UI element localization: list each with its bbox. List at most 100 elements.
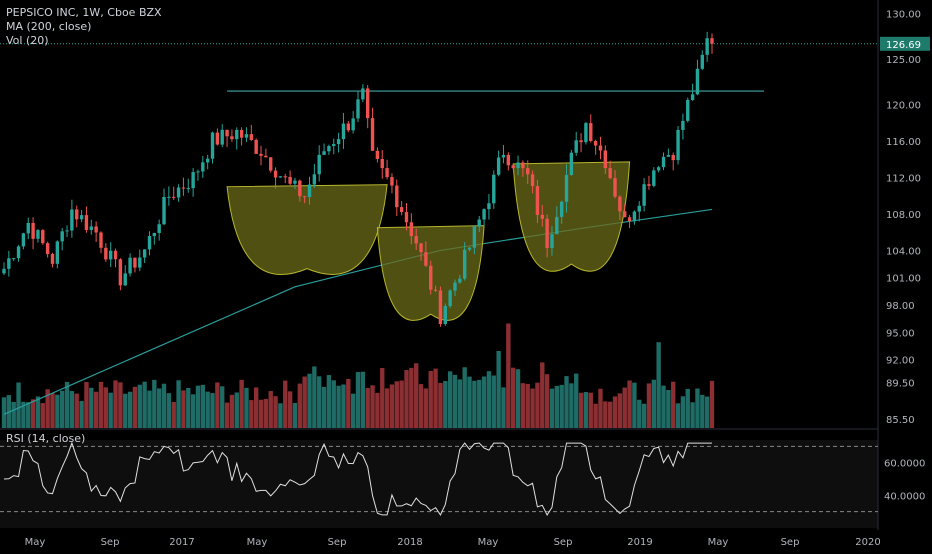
candle-body [196,171,200,173]
volume-bar [215,382,220,428]
rsi-axis: 60.0000 40.0000 [884,459,925,503]
volume-bar [258,399,264,428]
candle-body [215,132,220,145]
candle-body [390,177,394,186]
volume-bar [617,393,623,428]
time-tick-label: 2017 [169,537,194,548]
candle-body [186,188,190,190]
candle-body [482,209,486,220]
volume-bar [472,380,477,428]
volume-bar [317,376,322,428]
candle-body [506,154,511,166]
symbol-legend: PEPSICO INC, 1W, Cboe BZX MA (200, close… [6,6,162,48]
candle-body [695,68,700,95]
candles [2,31,714,327]
volume-bar [321,386,327,428]
candle-body [16,246,21,259]
candle-body [288,176,292,184]
candle-body [332,144,336,147]
volume-bar [438,382,443,428]
candle-body [230,136,234,140]
volume-bar [598,388,603,428]
volume-bar [709,380,715,428]
candle-body [618,196,622,212]
volume-bar [428,371,433,428]
volume-bar [273,396,278,428]
volume-bar [307,373,312,428]
candle-body [244,134,249,138]
candle-body [453,282,457,291]
last-price-badge [880,36,930,51]
candle-body [496,157,501,175]
volume-bar [627,380,632,428]
candle-body [138,257,142,268]
volume-bar [108,392,113,428]
volume-bar [496,351,501,428]
candle-body [647,184,651,186]
candle-body [278,176,283,178]
candle-body [152,232,157,237]
volume-bar [452,374,458,428]
volume-bar [64,381,70,428]
volume-bar [399,380,404,428]
volume-bar [486,371,492,428]
volume-bar [278,403,283,428]
volume-bar [404,370,409,428]
volume-bar [60,390,65,428]
volume-bar [559,384,564,428]
rsi-tick-label: 40.0000 [884,491,925,502]
volume-bar [1,397,7,428]
candle-body [172,196,176,198]
candle-body [75,209,79,220]
candle-body [50,254,55,264]
candle-body [429,265,433,290]
volume-bar [326,375,332,428]
candle-body [462,249,467,279]
candle-body [385,168,389,178]
volume-bar [423,388,429,428]
vol-legend: Vol (20) [6,34,49,47]
candle-body [569,152,574,176]
volume-bar [510,367,516,428]
candle-body [346,123,350,131]
volume-bar [69,391,75,428]
volume-bar [341,384,346,428]
volume-bar [292,402,298,428]
candle-body [458,278,462,283]
candle-body [235,129,239,140]
candle-body [366,88,370,119]
volume-bar [666,390,671,428]
volume-bar [127,391,133,428]
candle-body [375,150,380,159]
candle-body [666,155,671,157]
volume-bar [680,396,686,428]
volume-bar [336,385,341,428]
candle-body [492,174,496,204]
volume-bar [632,382,637,428]
volume-bar [200,384,206,428]
volume-bar [171,401,176,428]
volume-bar [443,381,448,428]
candle-body [26,222,30,234]
price-tick-label: 130.00 [886,10,921,21]
candle-body [511,165,515,169]
candle-body [293,180,297,184]
rsi-band-fill [0,440,878,528]
volume-bar [612,396,618,428]
candle-body [351,118,355,131]
volume-bar [268,391,273,428]
candle-body [269,157,273,171]
volume-bar [312,366,317,428]
candle-body [79,215,84,220]
candle-body [65,230,69,232]
volume-bar [186,388,191,428]
candle-body [438,290,443,325]
volume-bar [588,392,593,428]
candle-body [419,243,423,253]
candle-body [104,247,108,260]
candle-body [661,156,666,168]
volume-bar [520,383,526,428]
volume-bar [331,380,336,428]
